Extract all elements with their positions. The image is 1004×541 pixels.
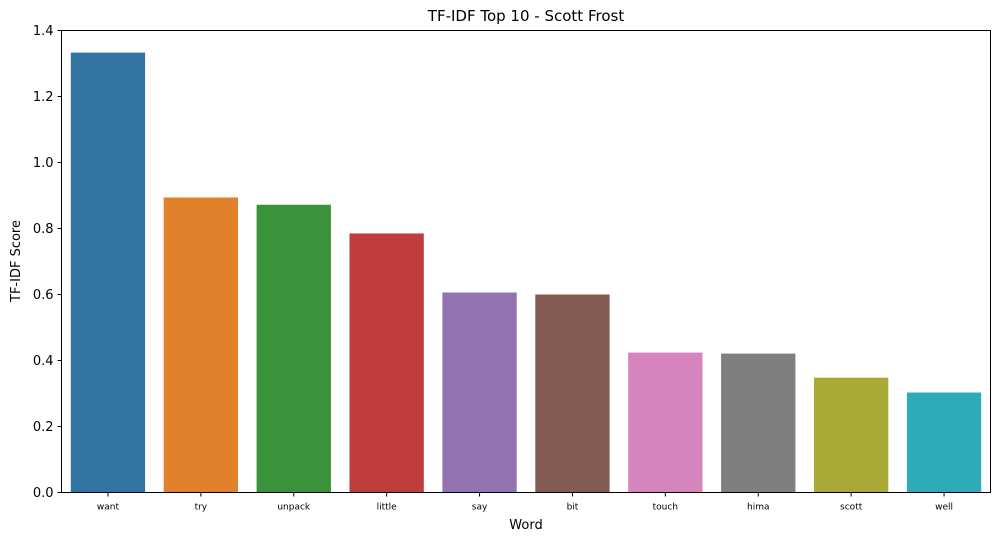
x-axis-label: Word bbox=[509, 518, 542, 533]
bar-bit bbox=[535, 294, 610, 493]
bar-well bbox=[906, 392, 982, 493]
y-tick-label: 1.0 bbox=[33, 156, 54, 171]
y-tick-label: 1.2 bbox=[33, 90, 54, 105]
bar-unpack bbox=[256, 204, 331, 493]
y-tick-label: 0.2 bbox=[33, 420, 54, 435]
x-axis: want try unpack little say bit touch hima scott w… bbox=[97, 492, 953, 513]
bar-try bbox=[163, 197, 239, 493]
y-tick-label: 0.0 bbox=[33, 486, 54, 501]
bar-scott bbox=[813, 377, 889, 493]
x-tick-label: bit bbox=[567, 503, 579, 513]
x-tick-label: hima bbox=[747, 503, 770, 513]
bar-say bbox=[442, 292, 517, 493]
y-tick-label: 0.8 bbox=[33, 222, 54, 237]
x-tick-label: want bbox=[97, 503, 120, 513]
x-tick-label: little bbox=[377, 503, 398, 513]
bar-little bbox=[349, 233, 424, 493]
x-tick-label: unpack bbox=[277, 503, 311, 513]
x-tick-label: try bbox=[195, 503, 208, 513]
x-tick-label: say bbox=[472, 503, 488, 513]
y-tick-label: 0.4 bbox=[33, 354, 54, 369]
y-tick-label: 1.4 bbox=[33, 24, 54, 39]
x-tick-label: touch bbox=[653, 503, 678, 513]
x-tick-label: well bbox=[935, 503, 953, 513]
chart-title: TF-IDF Top 10 - Scott Frost bbox=[427, 7, 625, 25]
bar-touch bbox=[628, 352, 703, 493]
y-tick-label: 0.6 bbox=[33, 288, 54, 303]
y-axis-label: TF-IDF Score bbox=[9, 220, 24, 303]
bar-want bbox=[70, 52, 146, 493]
y-axis: 0.0 0.2 0.4 0.6 0.8 1.0 1.2 1.4 bbox=[33, 24, 62, 501]
bars-group bbox=[70, 52, 982, 493]
plot-frame bbox=[61, 30, 991, 493]
x-tick-label: scott bbox=[840, 503, 863, 513]
bar-hima bbox=[721, 353, 796, 493]
